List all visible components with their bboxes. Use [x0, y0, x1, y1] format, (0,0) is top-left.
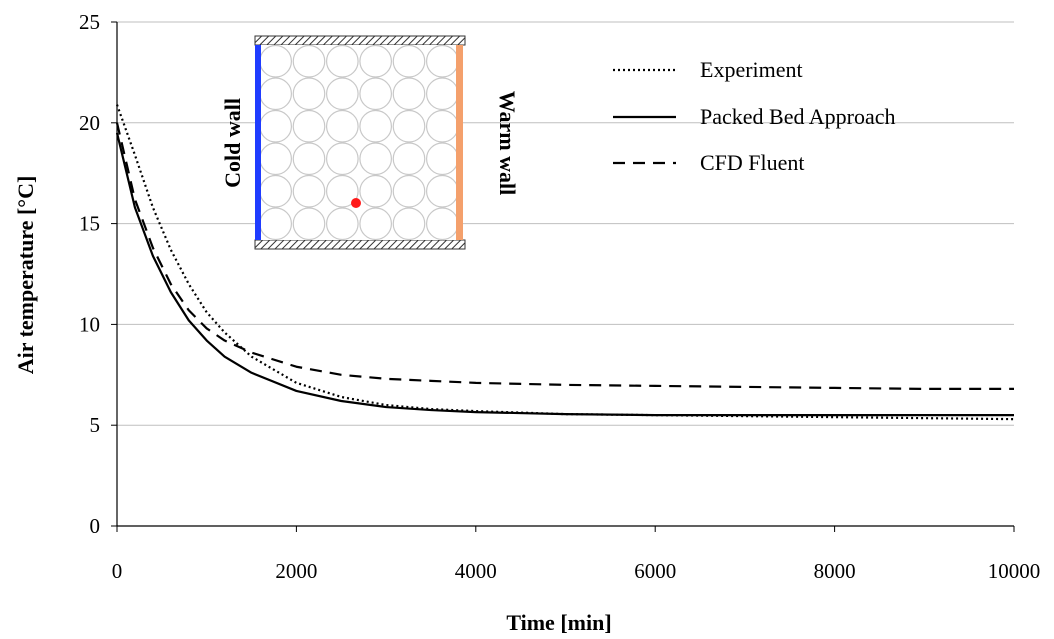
packed-sphere [359, 207, 393, 241]
axes [111, 21, 1015, 532]
cold-wall-label: Cold wall [220, 98, 245, 188]
y-tick-label: 20 [79, 111, 100, 135]
packed-sphere [392, 109, 426, 143]
packed-sphere [359, 142, 393, 176]
packed-sphere [325, 77, 359, 111]
x-tick-label: 10000 [988, 559, 1041, 583]
packed-sphere [325, 174, 359, 208]
packed-sphere [425, 44, 459, 78]
packed-sphere [392, 44, 426, 78]
packed-sphere [259, 44, 293, 78]
bottom-insulated-wall [254, 239, 466, 250]
packed-sphere [325, 142, 359, 176]
packed-sphere [425, 142, 459, 176]
packed-sphere [392, 207, 426, 241]
series-lines [115, 104, 1015, 421]
packed-sphere [292, 44, 326, 78]
packed-sphere [259, 174, 293, 208]
series-line-2 [115, 122, 1014, 391]
packed-sphere [425, 77, 459, 111]
packed-sphere [292, 77, 326, 111]
packed-sphere [325, 44, 359, 78]
packed-bed-area [255, 45, 463, 240]
gridlines [117, 21, 1014, 426]
legend: Experiment Packed Bed Approach CFD Fluent [613, 57, 896, 175]
y-tick-label: 25 [79, 10, 100, 34]
packed-sphere [359, 174, 393, 208]
y-axis-title: Air temperature [°C] [13, 176, 38, 375]
legend-label-0: Experiment [700, 57, 803, 82]
packed-sphere [259, 109, 293, 143]
packed-sphere [359, 77, 393, 111]
legend-label-2: CFD Fluent [700, 150, 805, 175]
x-tick-label: 2000 [275, 559, 317, 583]
packed-sphere [259, 207, 293, 241]
top-insulated-wall [254, 35, 466, 46]
packed-sphere [259, 77, 293, 111]
y-tick-labels: 0 5 10 15 20 25 [79, 10, 100, 538]
packed-sphere [425, 109, 459, 143]
packed-sphere [392, 142, 426, 176]
packed-sphere [425, 174, 459, 208]
x-axis-title: Time [min] [506, 610, 611, 635]
packed-sphere [425, 207, 459, 241]
series-line-1 [115, 132, 1014, 417]
packed-sphere [259, 142, 293, 176]
packed-sphere [359, 109, 393, 143]
packed-sphere [292, 207, 326, 241]
packed-sphere [292, 109, 326, 143]
x-tick-labels: 0 2000 4000 6000 8000 10000 [112, 559, 1041, 583]
packed-sphere [325, 109, 359, 143]
packed-sphere [359, 44, 393, 78]
warm-wall [456, 45, 463, 240]
packed-sphere [292, 142, 326, 176]
packed-sphere [392, 174, 426, 208]
y-tick-label: 10 [79, 312, 100, 336]
packed-sphere [325, 207, 359, 241]
y-tick-label: 0 [90, 514, 101, 538]
packed-sphere [392, 77, 426, 111]
x-tick-label: 4000 [455, 559, 497, 583]
x-tick-label: 0 [112, 559, 123, 583]
packed-sphere [292, 174, 326, 208]
x-tick-label: 8000 [814, 559, 856, 583]
x-tick-label: 6000 [634, 559, 676, 583]
warm-wall-label: Warm wall [495, 91, 520, 196]
y-tick-label: 5 [90, 413, 101, 437]
sensor-point [351, 198, 361, 208]
legend-label-1: Packed Bed Approach [700, 104, 896, 129]
y-tick-label: 15 [79, 212, 100, 236]
cold-wall [255, 45, 261, 240]
inset-diagram: Cold wall Warm wall [220, 35, 520, 250]
